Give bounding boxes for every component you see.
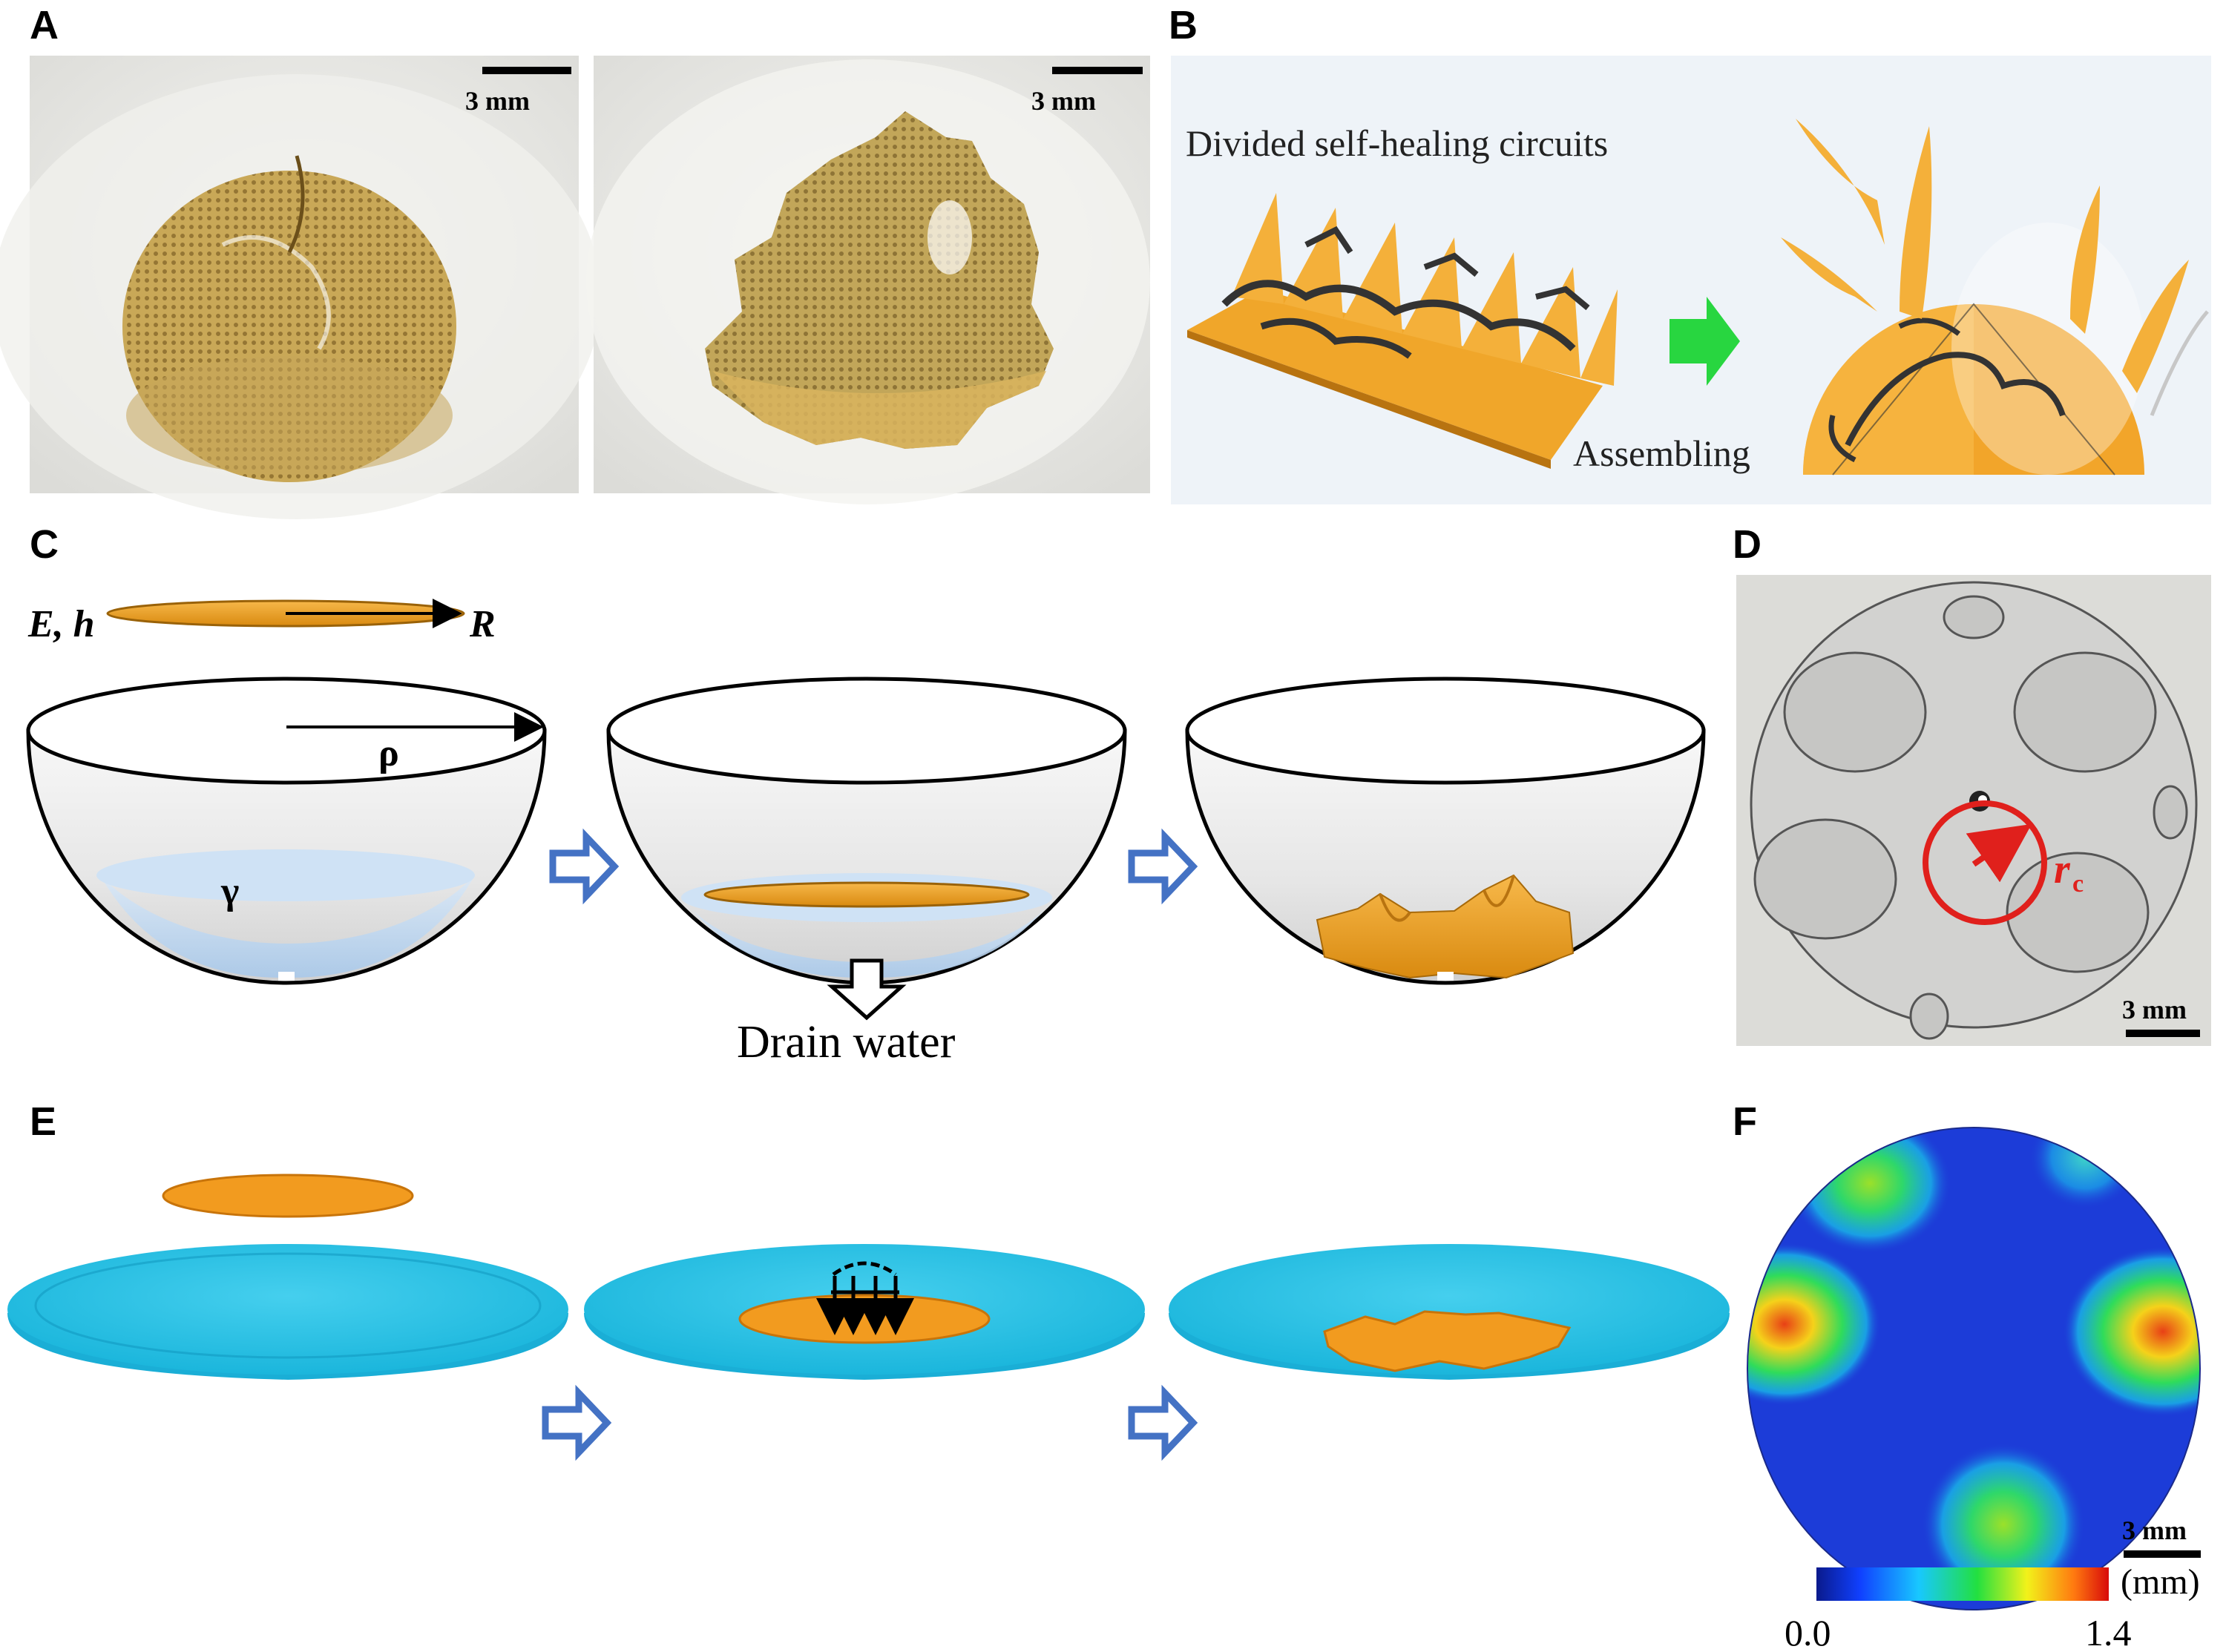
bowl-draining: Drain water [606, 677, 1127, 1067]
simulated-dish-wrinkled [1169, 1244, 1730, 1380]
assembled-hemisphere [1781, 119, 2209, 475]
symbol-eh: E, h [27, 603, 95, 645]
panel-a: A 3 mm 3 mm [0, 3, 1150, 519]
step-arrow-icon [542, 1384, 612, 1461]
critical-radius-arrow [1966, 823, 2032, 883]
scale-label-a-left: 3 mm [465, 86, 530, 116]
symbol-rc-subscript: c [2072, 870, 2084, 898]
symbol-r: R [469, 603, 496, 645]
photo-a-left: 3 mm [0, 56, 601, 519]
step-arrow-icon [1128, 1384, 1198, 1461]
displacement-map [1747, 1128, 2200, 1610]
symbol-rc: r [2054, 846, 2071, 892]
scale-label-d: 3 mm [2122, 995, 2187, 1024]
panel-label-c: C [30, 522, 59, 567]
wrinkled-mesh [705, 111, 1054, 449]
simulated-disk [162, 1174, 414, 1218]
critical-radius-circle [1923, 800, 2047, 925]
divided-sheet [1187, 193, 1618, 469]
panel-label-b: B [1169, 3, 1198, 47]
colorbar [1816, 1567, 2109, 1601]
colorbar-max: 1.4 [2085, 1612, 2132, 1652]
scale-bar-d [2126, 1030, 2200, 1037]
panel-label-d: D [1733, 522, 1762, 567]
symbol-gamma: γ [220, 870, 239, 912]
bowl-wrinkled-disk [1185, 677, 1706, 985]
panel-label-a: A [30, 3, 59, 47]
drain-arrow-icon [827, 958, 907, 1021]
bowl-with-water: ρ γ [26, 677, 547, 985]
step-arrow-icon [1128, 828, 1198, 905]
caption-assembling: Assembling [1573, 432, 1750, 474]
scale-bar-a-left [482, 67, 571, 74]
green-arrow-icon [1670, 297, 1740, 386]
scale-bar-f [2124, 1550, 2201, 1558]
panel-label-f: F [1733, 1099, 1757, 1144]
photo-a-right: 3 mm [586, 56, 1150, 504]
panel-b: B Divided self-healing circuits Assembli… [1169, 3, 2211, 504]
colorbar-unit: (mm) [2121, 1562, 2200, 1602]
panel-c: C E, h R ρ γ Drain water [26, 522, 1706, 1067]
panel-d: D r c 3 mm [1733, 522, 2211, 1046]
simulated-dish-pressure [584, 1244, 1145, 1380]
panel-e: E [7, 1099, 1730, 1461]
step-arrow-icon [549, 828, 620, 905]
simulated-dish [7, 1244, 568, 1380]
scale-label-a-right: 3 mm [1031, 86, 1096, 116]
symbol-rho: ρ [378, 732, 399, 774]
panel-label-e: E [30, 1099, 56, 1144]
scale-bar-a-right [1052, 67, 1143, 74]
caption-divided-circuits: Divided self-healing circuits [1186, 122, 1608, 164]
colorbar-min: 0.0 [1785, 1612, 1831, 1652]
scale-label-f: 3 mm [2122, 1516, 2187, 1545]
panel-f: F 3 mm (mm) 0.0 1.4 [1733, 1099, 2201, 1652]
drain-water-label: Drain water [737, 1017, 956, 1067]
